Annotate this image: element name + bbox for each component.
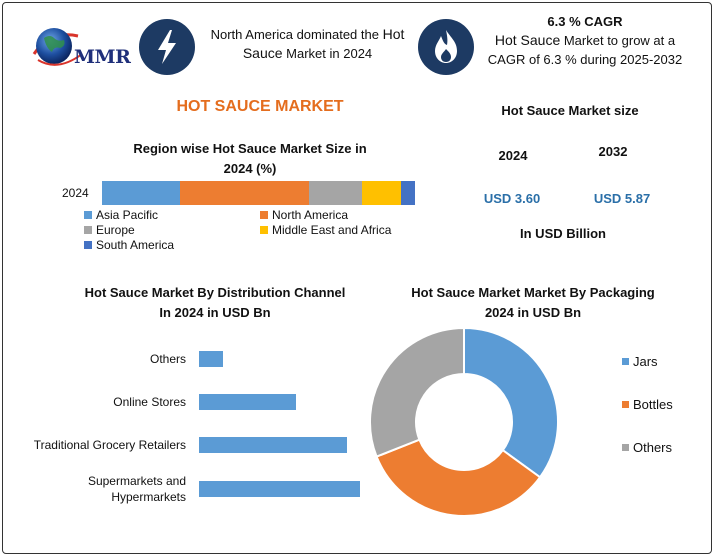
channel-category-line: Supermarkets and <box>87 474 186 488</box>
legend-swatch <box>622 444 629 451</box>
channel-chart-title: Hot Sauce Market By Distribution Channel… <box>60 283 370 323</box>
channel-chart-title-line-1: Hot Sauce Market By Distribution Channel <box>84 285 346 300</box>
legend-label: Others <box>633 440 673 455</box>
region-bar-segment <box>308 181 362 205</box>
packaging-chart-title-line-1: Hot Sauce Market Market By Packaging <box>411 285 655 300</box>
cagr-text-c: CAGR of 6.3 % during 2025-2032 <box>487 52 683 67</box>
legend-label: South America <box>96 238 175 252</box>
legend-label: Middle East and Africa <box>272 223 392 237</box>
region-legend-item: South America <box>84 238 174 252</box>
packaging-donut-chart <box>369 326 559 517</box>
region-stacked-bar <box>102 181 415 205</box>
cagr-text-b: Market to grow at a <box>560 33 676 48</box>
channel-bar <box>199 481 360 497</box>
region-chart-title-line-1: Region wise Hot Sauce Market Size in <box>133 141 367 156</box>
packaging-slice <box>375 438 542 517</box>
lightning-icon <box>158 30 176 64</box>
packaging-chart-title-line-2: 2024 in USD Bn <box>484 305 582 320</box>
channel-bar <box>199 437 348 453</box>
region-legend-item: Asia Pacific <box>84 208 158 222</box>
cagr-title: 6.3 % CAGR <box>547 14 623 29</box>
channel-bar <box>199 394 296 410</box>
lightning-badge <box>139 19 195 75</box>
packaging-legend-item: Bottles <box>622 397 673 412</box>
legend-swatch <box>84 211 92 219</box>
packaging-chart-title: Hot Sauce Market Market By Packaging 202… <box>392 283 674 323</box>
market-size-value-2032: USD 5.87 <box>593 191 651 206</box>
legend-swatch <box>622 358 629 365</box>
headline-text-a: North America dominated the <box>210 27 383 42</box>
region-bar-segment <box>361 181 401 205</box>
legend-swatch <box>260 211 268 219</box>
region-bar-segment <box>400 181 415 205</box>
region-chart-title-line-2: 2024 (%) <box>223 161 277 176</box>
logo: MMR <box>30 20 134 76</box>
region-legend-item: North America <box>260 208 348 222</box>
legend-label: Bottles <box>633 397 673 412</box>
region-chart-title: Region wise Hot Sauce Market Size in 202… <box>100 139 400 179</box>
region-category-label: 2024 <box>62 186 89 200</box>
channel-category-line: Traditional Grocery Retailers <box>33 438 186 452</box>
packaging-slice <box>369 326 465 458</box>
region-legend-item: Middle East and Africa <box>260 223 391 237</box>
channel-category-line: Others <box>149 352 186 366</box>
logo-text: MMR <box>74 46 131 68</box>
channel-chart-title-line-2: In 2024 in USD Bn <box>159 305 271 320</box>
globe-icon <box>32 28 83 66</box>
cagr-block: 6.3 % CAGR Hot Sauce Market to grow at a… <box>480 12 690 69</box>
legend-swatch <box>84 226 92 234</box>
packaging-slice <box>463 326 559 479</box>
channel-category-line: Hypermarkets <box>111 490 186 504</box>
headline-text-c: Sauce <box>242 45 283 61</box>
channel-category-label: Online Stores <box>113 394 186 410</box>
headline-dominance: North America dominated the Hot Sauce Ma… <box>205 25 410 63</box>
legend-swatch <box>84 241 92 249</box>
legend-label: North America <box>272 208 349 222</box>
channel-category-label: Others <box>150 351 186 367</box>
cagr-text-a: Hot Sauce <box>494 32 561 48</box>
flame-icon <box>435 30 457 63</box>
legend-label: Europe <box>96 223 135 237</box>
market-size-title: Hot Sauce Market size <box>501 103 639 118</box>
region-bar-segment <box>102 181 181 205</box>
market-size-year-2032: 2032 <box>598 144 628 159</box>
legend-swatch <box>260 226 268 234</box>
region-legend-item: Europe <box>84 223 135 237</box>
market-title: HOT SAUCE MARKET <box>176 98 344 115</box>
market-size-unit: In USD Billion <box>520 226 606 241</box>
region-bar-segment <box>180 181 309 205</box>
flame-badge <box>418 19 474 75</box>
channel-category-line: Online Stores <box>113 395 186 409</box>
packaging-legend-item: Others <box>622 440 672 455</box>
channel-category-label: Supermarkets and Hypermarkets <box>88 473 186 505</box>
market-size-year-2024: 2024 <box>498 148 528 163</box>
legend-swatch <box>622 401 629 408</box>
channel-bar <box>199 351 224 367</box>
channel-category-label: Traditional Grocery Retailers <box>34 437 186 453</box>
legend-label: Asia Pacific <box>96 208 159 222</box>
legend-label: Jars <box>633 354 658 369</box>
headline-text-b: Hot <box>382 26 405 42</box>
packaging-legend-item: Jars <box>622 354 658 369</box>
headline-text-d: Market in 2024 <box>282 46 373 61</box>
market-size-value-2024: USD 3.60 <box>483 191 541 206</box>
